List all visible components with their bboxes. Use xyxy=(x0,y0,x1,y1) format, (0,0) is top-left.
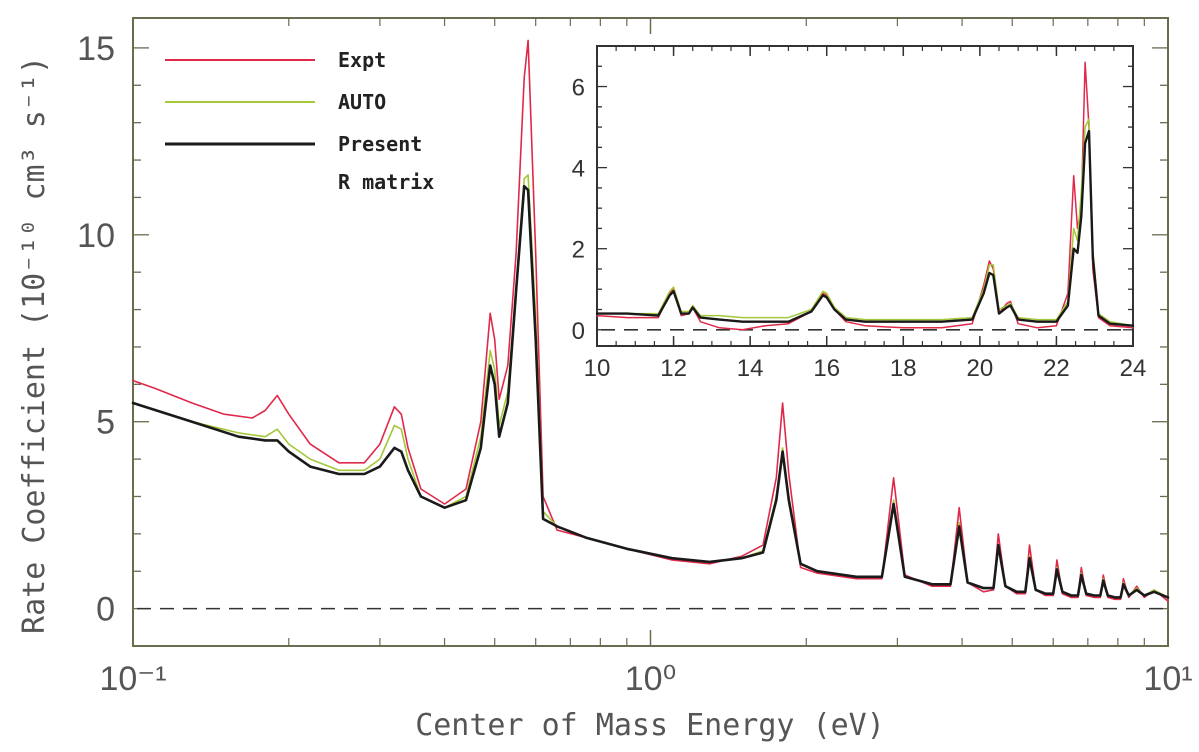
y-tick-label: 10 xyxy=(77,217,115,255)
y-tick-label: 0 xyxy=(572,318,585,345)
y-tick-label: 0 xyxy=(96,591,115,629)
x-tick-label: 24 xyxy=(1120,355,1147,382)
x-tick-label: 10 xyxy=(584,355,611,382)
x-axis-title: Center of Mass Energy (eV) xyxy=(415,708,885,743)
x-tick-label: 16 xyxy=(813,355,840,382)
series-line-present-r-matrix xyxy=(131,184,1170,599)
series-line-present-r-matrix xyxy=(595,129,1135,327)
y-tick-label: 5 xyxy=(96,404,115,442)
y-axis-title: Rate Coefficient (10⁻¹⁰ cm³ s⁻¹) xyxy=(17,56,52,634)
legend-label-present: Present xyxy=(338,132,422,156)
main-series-group xyxy=(131,39,1170,602)
inset-series-group xyxy=(595,61,1135,331)
x-tick-label: 22 xyxy=(1043,355,1070,382)
x-tick-label: 10⁰ xyxy=(625,660,676,698)
main-axis-ticks xyxy=(132,18,1169,647)
legend-label-expt: Expt xyxy=(338,48,386,72)
y-tick-label: 2 xyxy=(572,237,585,264)
main-plot-area: 10⁻¹ 10⁰ 10¹ 0 5 10 15 xyxy=(77,17,1193,698)
legend-label-r-matrix: R matrix xyxy=(338,170,434,194)
x-tick-label: 14 xyxy=(737,355,764,382)
y-tick-label: 15 xyxy=(77,30,115,68)
inset-plot-frame xyxy=(596,45,1134,347)
legend: Expt AUTO Present R matrix xyxy=(165,48,434,194)
main-tick-labels: 10⁻¹ 10⁰ 10¹ 0 5 10 15 xyxy=(77,30,1192,698)
x-tick-label: 12 xyxy=(660,355,687,382)
legend-label-auto: AUTO xyxy=(338,90,386,114)
y-tick-label: 4 xyxy=(572,156,585,183)
x-tick-label: 18 xyxy=(890,355,917,382)
x-tick-label: 20 xyxy=(967,355,994,382)
x-tick-label: 10⁻¹ xyxy=(99,660,166,698)
y-tick-label: 6 xyxy=(572,75,585,102)
x-tick-label: 10¹ xyxy=(1143,660,1192,698)
